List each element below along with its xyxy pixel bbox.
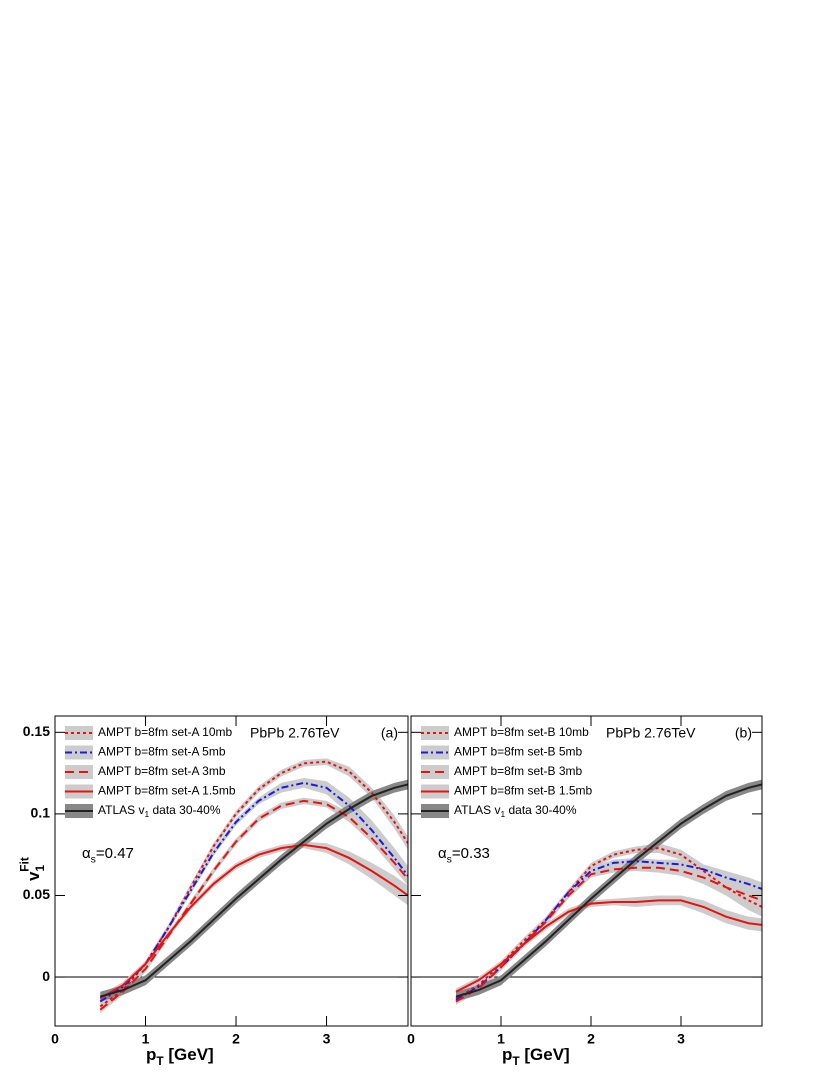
legend-label-part: ATLAS v	[454, 803, 500, 817]
legend-band	[421, 745, 449, 760]
x-axis-label-part: p	[502, 1045, 512, 1064]
x-tick-label: 2	[232, 1031, 240, 1047]
panel-label: (b)	[735, 725, 752, 741]
x-axis-label: pT [GeV]	[146, 1045, 214, 1068]
legend-label: AMPT b=8fm set-A 10mb	[98, 725, 232, 739]
y-axis-label-part: Fit	[18, 857, 32, 872]
annotation: PbPb 2.76TeV	[606, 725, 696, 741]
alpha-label: αs=0.47	[82, 845, 134, 865]
legend-label: AMPT b=8fm set-B 1.5mb	[454, 784, 592, 798]
x-axis-label: pT [GeV]	[502, 1045, 570, 1068]
x-axis-label-part: p	[146, 1045, 156, 1064]
x-axis-label-part: T	[512, 1054, 520, 1068]
series-line	[99, 781, 408, 1003]
x-axis-label-part: [GeV]	[520, 1045, 570, 1064]
plot-area	[411, 779, 762, 1005]
legend-band	[65, 745, 93, 760]
series-line	[455, 899, 762, 993]
legend-label: AMPT b=8fm set-A 5mb	[98, 745, 226, 759]
plot-area	[55, 758, 408, 1013]
y-axis-label-part: v	[24, 871, 43, 881]
legend-label-part: data 30-40%	[505, 803, 577, 817]
alpha-label-part: s	[447, 853, 452, 865]
series-line	[99, 760, 408, 1008]
alpha-label-part: =0.33	[452, 845, 490, 862]
x-tick-label: 0	[407, 1031, 415, 1047]
legend-label-part: ATLAS v	[98, 803, 144, 817]
y-axis-label-part: 1	[33, 865, 47, 872]
legend-label-part: 1	[500, 809, 505, 819]
alpha-label-part: α	[82, 845, 91, 862]
y-tick-label: 0.15	[23, 723, 50, 739]
series-line	[455, 783, 762, 998]
x-tick-label: 3	[677, 1031, 685, 1047]
y-axis-label: v1Fit	[18, 857, 47, 881]
plot-frame	[410, 715, 763, 1027]
panel-label: (a)	[381, 725, 398, 741]
series-line	[99, 799, 408, 1011]
x-tick-label: 1	[497, 1031, 505, 1047]
x-axis-label-part: [GeV]	[164, 1045, 214, 1064]
legend-label: AMPT b=8fm set-A 1.5mb	[98, 784, 236, 798]
legend-label: AMPT b=8fm set-B 10mb	[454, 725, 589, 739]
legend-label: ATLAS v1 data 30-40%	[98, 803, 221, 819]
series-line	[455, 860, 762, 1001]
legend-label: AMPT b=8fm set-A 3mb	[98, 764, 226, 778]
y-tick-label: 0.1	[31, 805, 51, 821]
x-tick-label: 2	[587, 1031, 595, 1047]
x-tick-label: 3	[323, 1031, 331, 1047]
legend-label: AMPT b=8fm set-B 3mb	[454, 764, 582, 778]
legend-label-part: 1	[144, 809, 149, 819]
x-axis-label-part: T	[156, 1054, 164, 1068]
plot-frame	[54, 715, 409, 1027]
legend-label: AMPT b=8fm set-B 5mb	[454, 745, 582, 759]
alpha-label-part: =0.47	[96, 845, 134, 862]
x-tick-label: 0	[51, 1031, 59, 1047]
series-line	[99, 783, 408, 998]
legend-label: ATLAS v1 data 30-40%	[454, 803, 577, 819]
legend-label-part: data 30-40%	[149, 803, 221, 817]
alpha-label-part: α	[438, 845, 447, 862]
x-tick-label: 1	[142, 1031, 150, 1047]
alpha-label: αs=0.33	[438, 845, 490, 865]
annotation: PbPb 2.76TeV	[250, 725, 340, 741]
alpha-label-part: s	[91, 853, 96, 865]
y-tick-label: 0	[42, 968, 50, 984]
series-line	[99, 843, 408, 1000]
y-tick-label: 0.05	[23, 886, 50, 902]
